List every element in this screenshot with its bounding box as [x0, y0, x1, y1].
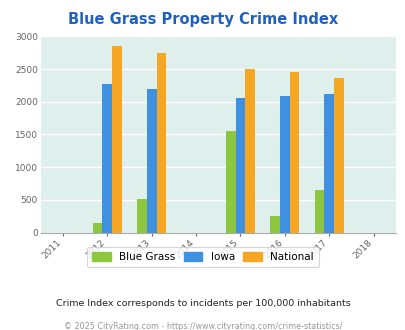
- Bar: [136, 199, 146, 233]
- Bar: [269, 215, 279, 233]
- Text: © 2025 CityRating.com - https://www.cityrating.com/crime-statistics/: © 2025 CityRating.com - https://www.city…: [64, 322, 341, 330]
- Bar: [245, 69, 254, 233]
- Bar: [324, 94, 333, 233]
- Bar: [146, 89, 156, 233]
- Bar: [314, 190, 324, 233]
- Bar: [102, 84, 112, 233]
- Text: Blue Grass Property Crime Index: Blue Grass Property Crime Index: [68, 12, 337, 26]
- Text: Crime Index corresponds to incidents per 100,000 inhabitants: Crime Index corresponds to incidents per…: [55, 299, 350, 308]
- Bar: [333, 78, 343, 233]
- Legend: Blue Grass, Iowa, National: Blue Grass, Iowa, National: [87, 247, 318, 267]
- Bar: [225, 131, 235, 233]
- Bar: [156, 53, 166, 233]
- Bar: [289, 72, 299, 233]
- Bar: [279, 96, 289, 233]
- Bar: [235, 98, 245, 233]
- Bar: [92, 223, 102, 233]
- Bar: [112, 46, 122, 233]
